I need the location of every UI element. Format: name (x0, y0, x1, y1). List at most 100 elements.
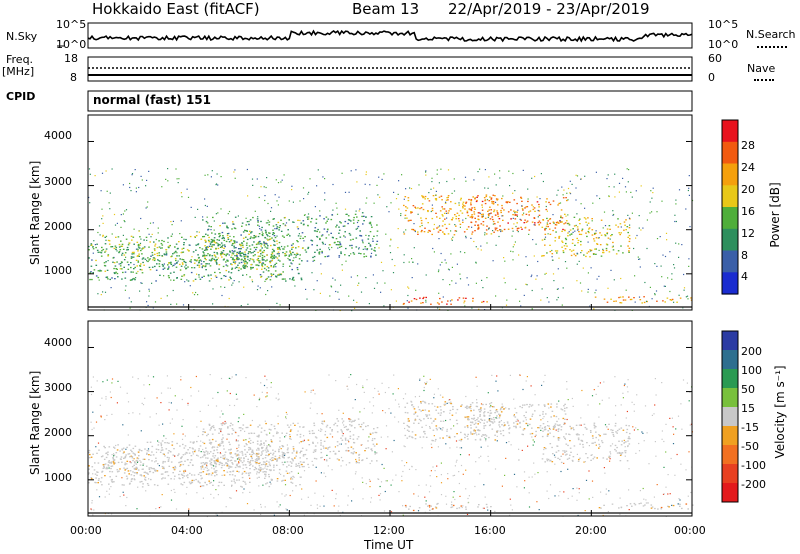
power-cell (304, 249, 307, 251)
velocity-cell (489, 412, 492, 414)
velocity-scatter-cell (665, 486, 667, 488)
velocity-cell (282, 452, 285, 454)
velocity-cell (358, 462, 360, 464)
velocity-cell (446, 435, 448, 437)
power-cell (95, 246, 97, 249)
power-cell (230, 263, 232, 265)
power-cell (629, 298, 632, 301)
power-scatter-cell (116, 222, 118, 224)
velocity-cell (576, 433, 579, 435)
power-cell (602, 251, 604, 254)
power-cell (581, 250, 583, 252)
velocity-cell (258, 462, 260, 465)
velocity-cell (640, 502, 642, 504)
power-cell (104, 270, 107, 272)
power-scatter-cell (356, 181, 358, 183)
power-cell (433, 228, 435, 230)
power-cell (99, 270, 101, 272)
velocity-cell (322, 445, 325, 447)
power-cell (230, 240, 232, 242)
power-scatter-cell (673, 301, 675, 303)
velocity-cell (556, 420, 558, 423)
velocity-cell (361, 459, 363, 462)
power-scatter-cell (654, 263, 656, 265)
power-cell (147, 260, 149, 263)
power-scatter-cell (492, 230, 494, 232)
velocity-cell (238, 444, 240, 446)
power-cell (236, 257, 238, 259)
power-cell (218, 236, 221, 238)
velocity-cell (181, 456, 183, 458)
power-scatter-cell (480, 245, 482, 247)
velocity-scatter-cell (185, 493, 187, 495)
velocity-cell (142, 458, 145, 460)
power-cell (545, 201, 547, 203)
velocity-cell (140, 450, 143, 452)
power-cell (605, 243, 608, 245)
velocity-cell (256, 471, 259, 473)
velocity-cell (162, 460, 165, 463)
power-cell (158, 240, 160, 242)
power-cell (224, 222, 226, 224)
velocity-scatter-cell (261, 391, 263, 393)
power-scatter-cell (312, 260, 314, 262)
power-scatter-cell (651, 298, 653, 300)
power-cell (232, 251, 235, 253)
velocity-scatter-cell (222, 413, 224, 415)
power-cell (121, 252, 124, 254)
power-cell (141, 258, 144, 260)
power-cell (266, 234, 268, 236)
velocity-cell (265, 448, 268, 450)
velocity-cell (199, 456, 202, 459)
velocity-cell (252, 451, 254, 454)
power-scatter-cell (210, 229, 212, 231)
velocity-cell (581, 439, 583, 442)
velocity-cell (130, 480, 133, 482)
velocity-cell (112, 457, 115, 460)
power-scatter-cell (567, 214, 569, 216)
velocity-cell (111, 481, 114, 483)
velocity-scatter-cell (587, 404, 589, 406)
power-scatter-cell (378, 247, 380, 249)
velocity-scatter-cell (289, 472, 291, 474)
power-cell (554, 240, 556, 242)
velocity-cell (266, 482, 269, 484)
power-scatter-cell (158, 260, 160, 262)
velocity-cell (577, 460, 580, 462)
velocity-cell (128, 453, 131, 455)
power-cell (121, 254, 123, 256)
power-cell (484, 202, 487, 205)
power-scatter-cell (277, 182, 280, 184)
power-scatter-cell (614, 196, 616, 198)
velocity-cell (265, 440, 267, 442)
velocity-cell (357, 418, 360, 420)
velocity-cell (145, 465, 148, 467)
velocity-cell (464, 436, 466, 439)
power-cell (497, 221, 499, 223)
power-scatter-cell (145, 185, 147, 187)
power-cell (153, 248, 156, 250)
power-cell (96, 249, 99, 251)
velocity-scatter-cell (401, 460, 403, 462)
velocity-cell (113, 481, 115, 483)
power-cell (249, 258, 252, 260)
velocity-scatter-cell (523, 487, 525, 489)
power-cell (239, 250, 241, 253)
power-cell (473, 206, 476, 209)
velocity-cell (371, 439, 374, 442)
power-scatter-cell (484, 234, 486, 236)
velocity-cell (143, 471, 146, 474)
power-cell (630, 298, 633, 301)
power-scatter-cell (267, 222, 269, 224)
velocity-cell (258, 449, 260, 451)
velocity-scatter-cell (433, 393, 435, 395)
velocity-cell (101, 484, 103, 486)
velocity-cell (544, 428, 547, 431)
power-cell (462, 201, 465, 203)
power-cell (206, 263, 208, 265)
power-cell (100, 255, 103, 257)
power-scatter-cell (552, 214, 554, 216)
power-scatter-cell (265, 242, 267, 244)
power-scatter-cell (587, 272, 589, 274)
velocity-cell (140, 474, 142, 476)
